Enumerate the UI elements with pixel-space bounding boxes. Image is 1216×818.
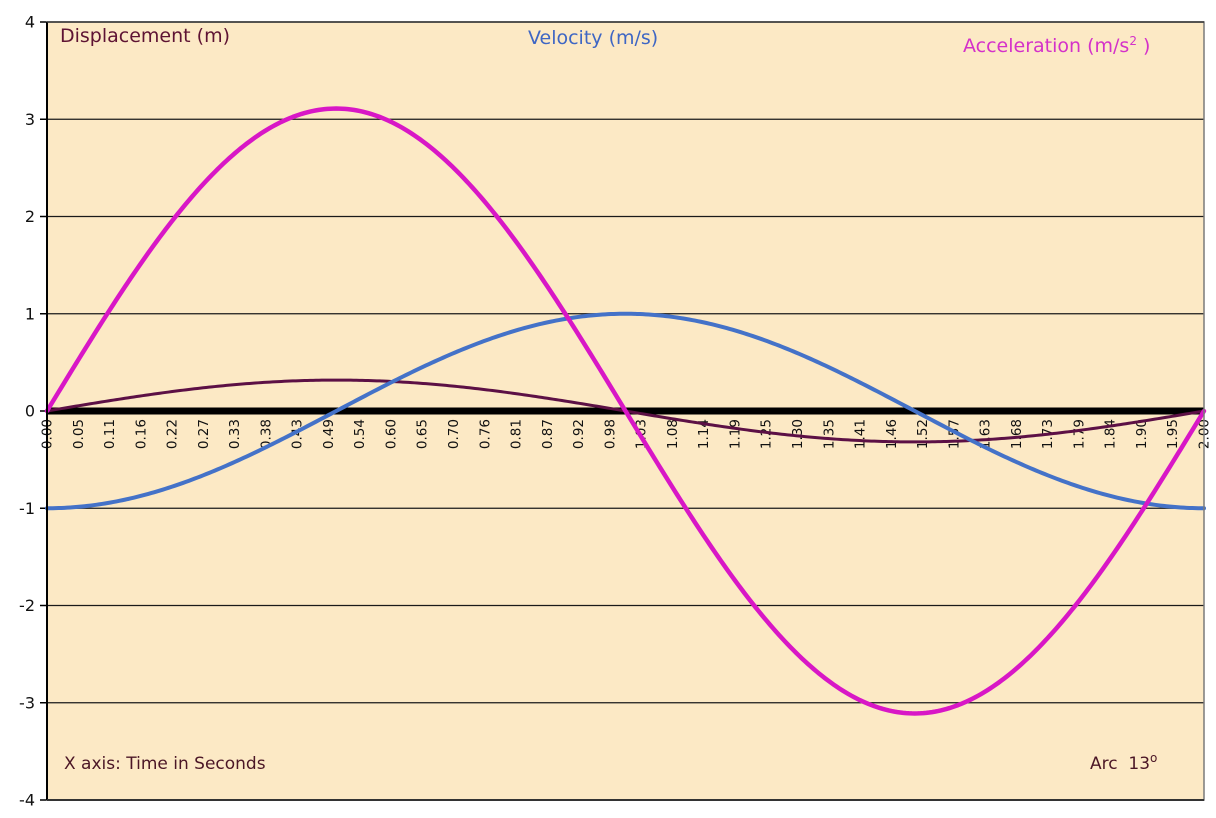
x-tick-label: 1.79 (1071, 419, 1087, 449)
y-tick-label: 4 (25, 13, 35, 32)
acceleration-label-exponent: 2 (1129, 34, 1137, 48)
x-tick-label: 0.05 (71, 419, 87, 449)
displacement-series-label: Displacement (m) (60, 25, 230, 47)
x-tick-label: 1.90 (1134, 419, 1150, 449)
acceleration-curve (44, 106, 1207, 716)
arc-note-degree-mark: o (1150, 751, 1158, 765)
x-tick-label: 0.27 (196, 419, 212, 449)
x-tick-label: 0.16 (133, 419, 149, 449)
x-tick-label: 1.08 (665, 419, 681, 449)
x-tick-label: 1.52 (915, 419, 931, 449)
x-tick-label: 1.68 (1009, 419, 1025, 449)
y-tick-label: 1 (25, 304, 35, 323)
y-tick-label: -1 (19, 499, 35, 518)
x-tick-label: 0.81 (509, 419, 525, 449)
x-tick-label: 1.19 (727, 419, 743, 449)
arc-angle-note: Arc 13o (1090, 751, 1157, 774)
x-tick-label: 0.11 (102, 419, 118, 449)
x-tick-label: 1.95 (1165, 419, 1181, 449)
x-tick-label: 1.84 (1103, 419, 1119, 449)
x-tick-label: 0.33 (227, 419, 243, 449)
x-tick-label: 1.14 (696, 419, 712, 449)
y-tick-label: -4 (19, 791, 35, 810)
velocity-series-label: Velocity (m/s) (528, 27, 659, 49)
x-tick-label: 0.22 (165, 419, 181, 449)
x-tick-label: 0.54 (352, 419, 368, 449)
x-tick-label: 0.98 (602, 419, 618, 449)
x-tick-label: 1.41 (853, 419, 869, 449)
acceleration-label-text: Acceleration (m/s (963, 35, 1130, 57)
x-tick-label: 0.65 (415, 419, 431, 449)
y-tick-label: -3 (19, 693, 35, 712)
acceleration-series-label: Acceleration (m/s2 ) (963, 34, 1151, 57)
x-tick-label: 0.38 (258, 419, 274, 449)
x-tick-label: 0.76 (477, 419, 493, 449)
velocity-curve (45, 311, 1206, 511)
x-tick-label: 0.43 (290, 419, 306, 449)
arc-note-text: Arc 13 (1090, 754, 1151, 774)
x-tick-label: 0.87 (540, 419, 556, 449)
y-tick-label: 3 (25, 110, 35, 129)
x-tick-label: 1.30 (790, 419, 806, 449)
y-tick-label: 0 (25, 402, 35, 421)
x-tick-label: 0.60 (383, 419, 399, 449)
y-tick-label: 2 (25, 207, 35, 226)
x-tick-label: 1.46 (884, 419, 900, 449)
x-tick-label: 1.63 (978, 419, 994, 449)
acceleration-label-close-paren: ) (1136, 35, 1151, 57)
x-tick-label: 1.25 (759, 419, 775, 449)
x-tick-label: 1.35 (821, 419, 837, 449)
x-axis-note: X axis: Time in Seconds (64, 754, 266, 774)
x-tick-label: 0.70 (446, 419, 462, 449)
x-tick-label: 0.49 (321, 419, 337, 449)
x-tick-label: 0.92 (571, 419, 587, 449)
y-tick-label: -2 (19, 596, 35, 615)
